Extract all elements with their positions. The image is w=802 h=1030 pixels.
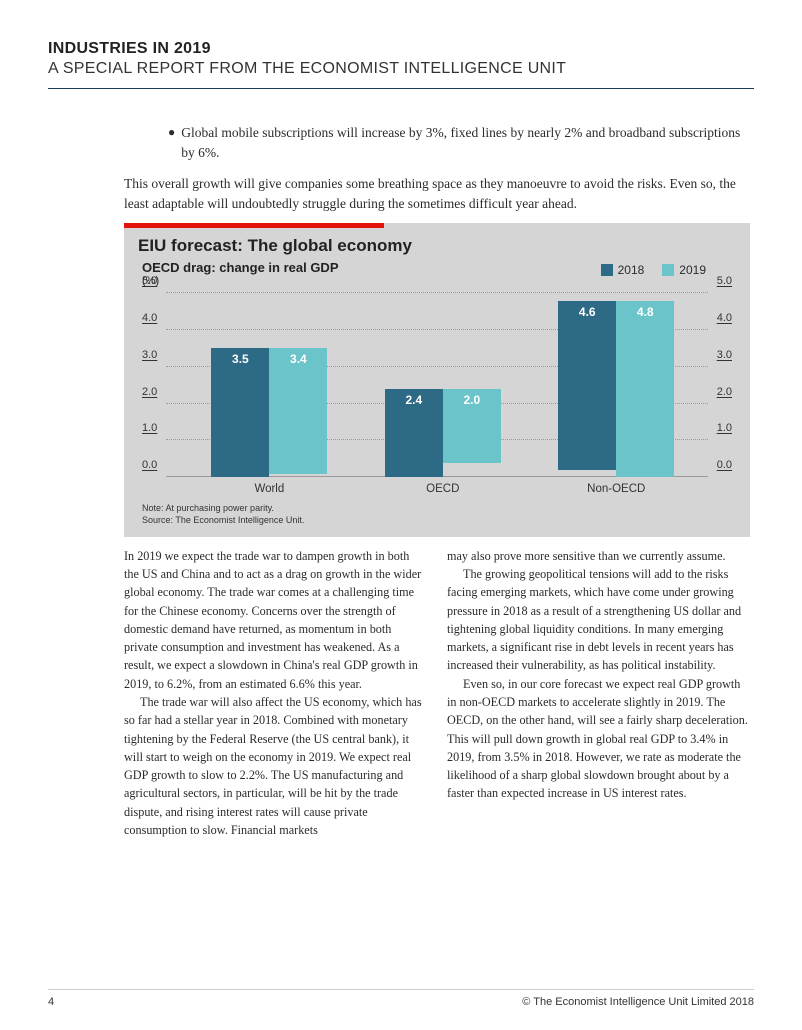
bar-value-label: 3.4 [269, 352, 327, 366]
text-columns: In 2019 we expect the trade war to dampe… [124, 547, 750, 840]
body-paragraph: The trade war will also affect the US ec… [124, 693, 427, 839]
bar-group: 2.42.0OECD [383, 389, 503, 477]
copyright: © The Economist Intelligence Unit Limite… [522, 996, 754, 1008]
y-axis-label-right: 0.0 [717, 459, 732, 471]
body-paragraph: Even so, in our core forecast we expect … [447, 675, 750, 803]
column-right: may also prove more sensitive than we cu… [447, 547, 750, 840]
chart-plot-area: 2018 2019 0.00.01.01.02.02.03.03.04.04.0… [138, 287, 736, 497]
y-axis-label-right: 3.0 [717, 349, 732, 361]
chart-legend: 2018 2019 [601, 263, 706, 277]
body-paragraph: The growing geopolitical tensions will a… [447, 565, 750, 675]
x-axis-label: Non-OECD [556, 483, 676, 495]
page-number: 4 [48, 996, 54, 1008]
gridline [166, 292, 708, 293]
chart-note: Note: At purchasing power parity. [124, 497, 750, 515]
intro-paragraph: This overall growth will give companies … [124, 174, 744, 213]
legend-label: 2018 [618, 263, 645, 277]
x-axis-label: World [209, 483, 329, 495]
page-title: INDUSTRIES IN 2019 [48, 40, 754, 58]
bar-value-label: 2.4 [385, 393, 443, 407]
page-footer: 4 © The Economist Intelligence Unit Limi… [48, 989, 754, 1008]
legend-swatch [662, 264, 674, 276]
bullet-item: ● Global mobile subscriptions will incre… [168, 123, 744, 162]
bar-2019: 3.4 [269, 348, 327, 473]
chart-container: EIU forecast: The global economy OECD dr… [124, 223, 750, 536]
y-axis-label-right: 4.0 [717, 312, 732, 324]
bar-2018: 2.4 [385, 389, 443, 477]
legend-item-2019: 2019 [662, 263, 706, 277]
body-paragraph: In 2019 we expect the trade war to dampe… [124, 547, 427, 693]
bar-group: 4.64.8Non-OECD [556, 301, 676, 478]
y-axis-label-left: 3.0 [142, 349, 157, 361]
y-axis-label-left: 0.0 [142, 459, 157, 471]
chart-source: Source: The Economist Intelligence Unit. [124, 515, 750, 527]
legend-label: 2019 [679, 263, 706, 277]
y-axis-label-right: 1.0 [717, 422, 732, 434]
header-rule [48, 88, 754, 89]
bar-2019: 2.0 [443, 389, 501, 463]
bar-2018: 3.5 [211, 348, 269, 477]
legend-item-2018: 2018 [601, 263, 645, 277]
x-axis-label: OECD [383, 483, 503, 495]
bar-2018: 4.6 [558, 301, 616, 470]
column-left: In 2019 we expect the trade war to dampe… [124, 547, 427, 840]
plot-region: 0.00.01.01.02.02.03.03.04.04.05.05.03.53… [166, 293, 708, 477]
y-axis-label-left: 5.0 [142, 275, 157, 287]
body-paragraph: may also prove more sensitive than we cu… [447, 547, 750, 565]
bar-value-label: 2.0 [443, 393, 501, 407]
y-axis-label-right: 5.0 [717, 275, 732, 287]
page-subtitle: A SPECIAL REPORT FROM THE ECONOMIST INTE… [48, 60, 754, 78]
bullet-text: Global mobile subscriptions will increas… [181, 123, 744, 162]
bar-value-label: 4.6 [558, 305, 616, 319]
bar-value-label: 4.8 [616, 305, 674, 319]
bar-2019: 4.8 [616, 301, 674, 478]
y-axis-label-left: 1.0 [142, 422, 157, 434]
y-axis-label-left: 2.0 [142, 386, 157, 398]
chart-title: EIU forecast: The global economy [124, 228, 750, 258]
y-axis-label-right: 2.0 [717, 386, 732, 398]
bar-group: 3.53.4World [209, 348, 329, 477]
legend-swatch [601, 264, 613, 276]
y-axis-label-left: 4.0 [142, 312, 157, 324]
bullet-icon: ● [168, 123, 175, 162]
bar-value-label: 3.5 [211, 352, 269, 366]
